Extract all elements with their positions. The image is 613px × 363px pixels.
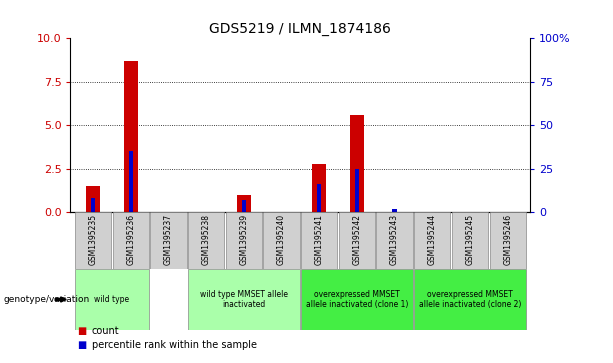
Bar — [355, 169, 359, 212]
Bar — [414, 212, 451, 269]
Bar — [124, 61, 138, 212]
Bar — [301, 212, 337, 269]
Text: overexpressed MMSET
allele inactivated (clone 2): overexpressed MMSET allele inactivated (… — [419, 290, 521, 309]
Text: GSM1395242: GSM1395242 — [352, 214, 362, 265]
Bar — [312, 164, 326, 212]
Text: GSM1395243: GSM1395243 — [390, 214, 399, 265]
Text: overexpressed MMSET
allele inactivated (clone 1): overexpressed MMSET allele inactivated (… — [306, 290, 408, 309]
Text: GSM1395241: GSM1395241 — [314, 214, 324, 265]
Text: GSM1395239: GSM1395239 — [239, 214, 248, 265]
Bar — [414, 269, 526, 330]
Bar — [91, 199, 96, 212]
Text: GSM1395238: GSM1395238 — [202, 214, 211, 265]
Bar — [264, 212, 300, 269]
Text: ■: ■ — [77, 340, 86, 350]
Bar — [188, 212, 224, 269]
Bar — [490, 212, 526, 269]
Bar — [301, 269, 413, 330]
Text: ■: ■ — [77, 326, 86, 336]
Bar — [339, 212, 375, 269]
Bar — [392, 209, 397, 212]
Bar — [350, 115, 364, 212]
Bar — [188, 269, 300, 330]
Text: GSM1395237: GSM1395237 — [164, 214, 173, 265]
Bar — [75, 212, 111, 269]
Bar — [113, 212, 149, 269]
Text: GSM1395244: GSM1395244 — [428, 214, 437, 265]
Text: GSM1395240: GSM1395240 — [277, 214, 286, 265]
Text: wild type: wild type — [94, 295, 129, 304]
Text: genotype/variation: genotype/variation — [3, 295, 89, 304]
Text: GSM1395235: GSM1395235 — [89, 214, 97, 265]
Title: GDS5219 / ILMN_1874186: GDS5219 / ILMN_1874186 — [210, 22, 391, 36]
Bar — [237, 195, 251, 212]
Bar — [226, 212, 262, 269]
Bar — [317, 184, 321, 212]
Bar — [75, 269, 149, 330]
Text: count: count — [92, 326, 120, 336]
Text: percentile rank within the sample: percentile rank within the sample — [92, 340, 257, 350]
Bar — [150, 212, 186, 269]
Text: GSM1395236: GSM1395236 — [126, 214, 135, 265]
Bar — [86, 186, 101, 212]
Bar — [376, 212, 413, 269]
Bar — [242, 200, 246, 212]
Text: wild type MMSET allele
inactivated: wild type MMSET allele inactivated — [200, 290, 288, 309]
Bar — [129, 151, 133, 212]
Text: GSM1395246: GSM1395246 — [503, 214, 512, 265]
Text: GSM1395245: GSM1395245 — [465, 214, 474, 265]
Bar — [452, 212, 488, 269]
